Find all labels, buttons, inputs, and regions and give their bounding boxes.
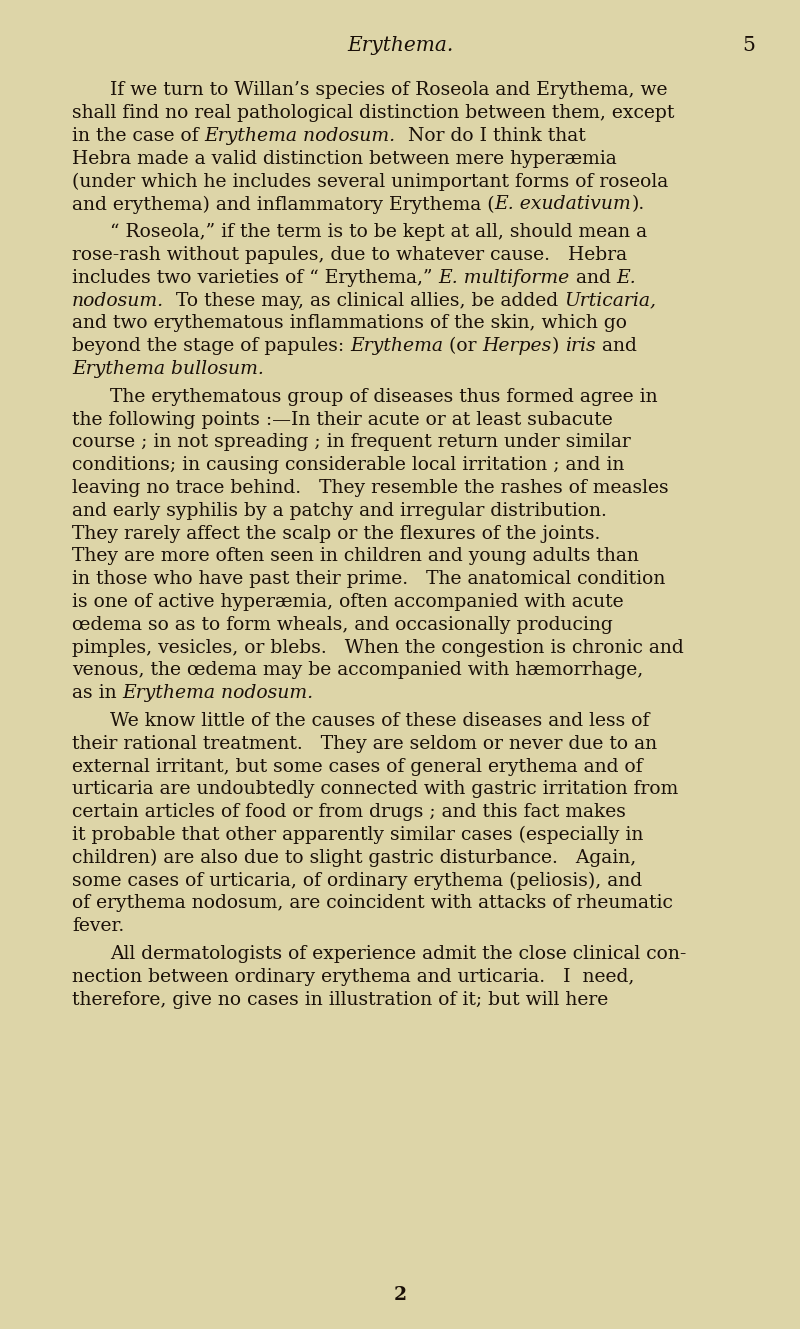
Text: E. exudativum: E. exudativum (494, 195, 631, 214)
Text: Erythema.: Erythema. (347, 36, 453, 54)
Text: the following points :—In their acute or at least subacute: the following points :—In their acute or… (72, 411, 613, 428)
Text: Erythema nodosum.: Erythema nodosum. (122, 684, 314, 702)
Text: Urticaria,: Urticaria, (564, 291, 656, 310)
Text: To these may, as clinical allies, be added: To these may, as clinical allies, be add… (164, 291, 564, 310)
Text: They are more often seen in children and young adults than: They are more often seen in children and… (72, 548, 639, 565)
Text: as in: as in (72, 684, 122, 702)
Text: it probable that other apparently similar cases (especially in: it probable that other apparently simila… (72, 825, 643, 844)
Text: therefore, give no cases in illustration of it; but will here: therefore, give no cases in illustration… (72, 990, 608, 1009)
Text: Erythema: Erythema (350, 338, 443, 355)
Text: course ; in not spreading ; in frequent return under similar: course ; in not spreading ; in frequent … (72, 433, 630, 452)
Text: venous, the œdema may be accompanied with hæmorrhage,: venous, the œdema may be accompanied wit… (72, 662, 643, 679)
Text: “ Roseola,” if the term is to be kept at all, should mean a: “ Roseola,” if the term is to be kept at… (110, 223, 647, 241)
Text: (or: (or (443, 338, 482, 355)
Text: rose-rash without papules, due to whatever cause.   Hebra: rose-rash without papules, due to whatev… (72, 246, 627, 264)
Text: All dermatologists of experience admit the close clinical con-: All dermatologists of experience admit t… (110, 945, 686, 964)
Text: (under which he includes several unimportant forms of roseola: (under which he includes several unimpor… (72, 173, 668, 191)
Text: beyond the stage of papules:: beyond the stage of papules: (72, 338, 350, 355)
Text: E.: E. (617, 268, 636, 287)
Text: in those who have past their prime.   The anatomical condition: in those who have past their prime. The … (72, 570, 666, 589)
Text: shall find no real pathological distinction between them, except: shall find no real pathological distinct… (72, 104, 674, 122)
Text: children) are also due to slight gastric disturbance.   Again,: children) are also due to slight gastric… (72, 849, 636, 867)
Text: If we turn to Willan’s species of Roseola and Erythema, we: If we turn to Willan’s species of Roseol… (110, 81, 667, 100)
Text: in the case of: in the case of (72, 128, 205, 145)
Text: of erythema nodosum, are coincident with attacks of rheumatic: of erythema nodosum, are coincident with… (72, 894, 673, 913)
Text: ): ) (552, 338, 566, 355)
Text: certain articles of food or from drugs ; and this fact makes: certain articles of food or from drugs ;… (72, 803, 626, 821)
Text: They rarely affect the scalp or the flexures of the joints.: They rarely affect the scalp or the flex… (72, 525, 600, 542)
Text: Erythema nodosum.: Erythema nodosum. (205, 128, 396, 145)
Text: some cases of urticaria, of ordinary erythema (peliosis), and: some cases of urticaria, of ordinary ery… (72, 872, 642, 890)
Text: and: and (596, 338, 637, 355)
Text: 5: 5 (742, 36, 755, 54)
Text: iris: iris (566, 338, 596, 355)
Text: nection between ordinary erythema and urticaria.   I  need,: nection between ordinary erythema and ur… (72, 968, 634, 986)
Text: The erythematous group of diseases thus formed agree in: The erythematous group of diseases thus … (110, 388, 658, 405)
Text: ).: ). (631, 195, 645, 214)
Text: and erythema) and inflammatory Erythema (: and erythema) and inflammatory Erythema … (72, 195, 494, 214)
Text: their rational treatment.   They are seldom or never due to an: their rational treatment. They are seldo… (72, 735, 657, 752)
Text: E. multiforme: E. multiforme (438, 268, 570, 287)
Text: conditions; in causing considerable local irritation ; and in: conditions; in causing considerable loca… (72, 456, 624, 474)
Text: We know little of the causes of these diseases and less of: We know little of the causes of these di… (110, 712, 650, 730)
Text: leaving no trace behind.   They resemble the rashes of measles: leaving no trace behind. They resemble t… (72, 478, 669, 497)
Text: Herpes: Herpes (482, 338, 552, 355)
Text: nodosum.: nodosum. (72, 291, 164, 310)
Text: external irritant, but some cases of general erythema and of: external irritant, but some cases of gen… (72, 758, 642, 776)
Text: Hebra made a valid distinction between mere hyperæmia: Hebra made a valid distinction between m… (72, 150, 617, 167)
Text: and early syphilis by a patchy and irregular distribution.: and early syphilis by a patchy and irreg… (72, 502, 607, 520)
Text: Nor do I think that: Nor do I think that (396, 128, 586, 145)
Text: and two erythematous inflammations of the skin, which go: and two erythematous inflammations of th… (72, 315, 627, 332)
Text: urticaria are undoubtedly connected with gastric irritation from: urticaria are undoubtedly connected with… (72, 780, 678, 799)
Text: fever.: fever. (72, 917, 124, 936)
Text: Erythema bullosum.: Erythema bullosum. (72, 360, 264, 377)
Text: pimples, vesicles, or blebs.   When the congestion is chronic and: pimples, vesicles, or blebs. When the co… (72, 638, 684, 657)
Text: includes two varieties of “ Erythema,”: includes two varieties of “ Erythema,” (72, 268, 438, 287)
Text: 2: 2 (394, 1286, 406, 1304)
Text: is one of active hyperæmia, often accompanied with acute: is one of active hyperæmia, often accomp… (72, 593, 624, 611)
Text: œdema so as to form wheals, and occasionally producing: œdema so as to form wheals, and occasion… (72, 615, 613, 634)
Text: and: and (570, 268, 617, 287)
